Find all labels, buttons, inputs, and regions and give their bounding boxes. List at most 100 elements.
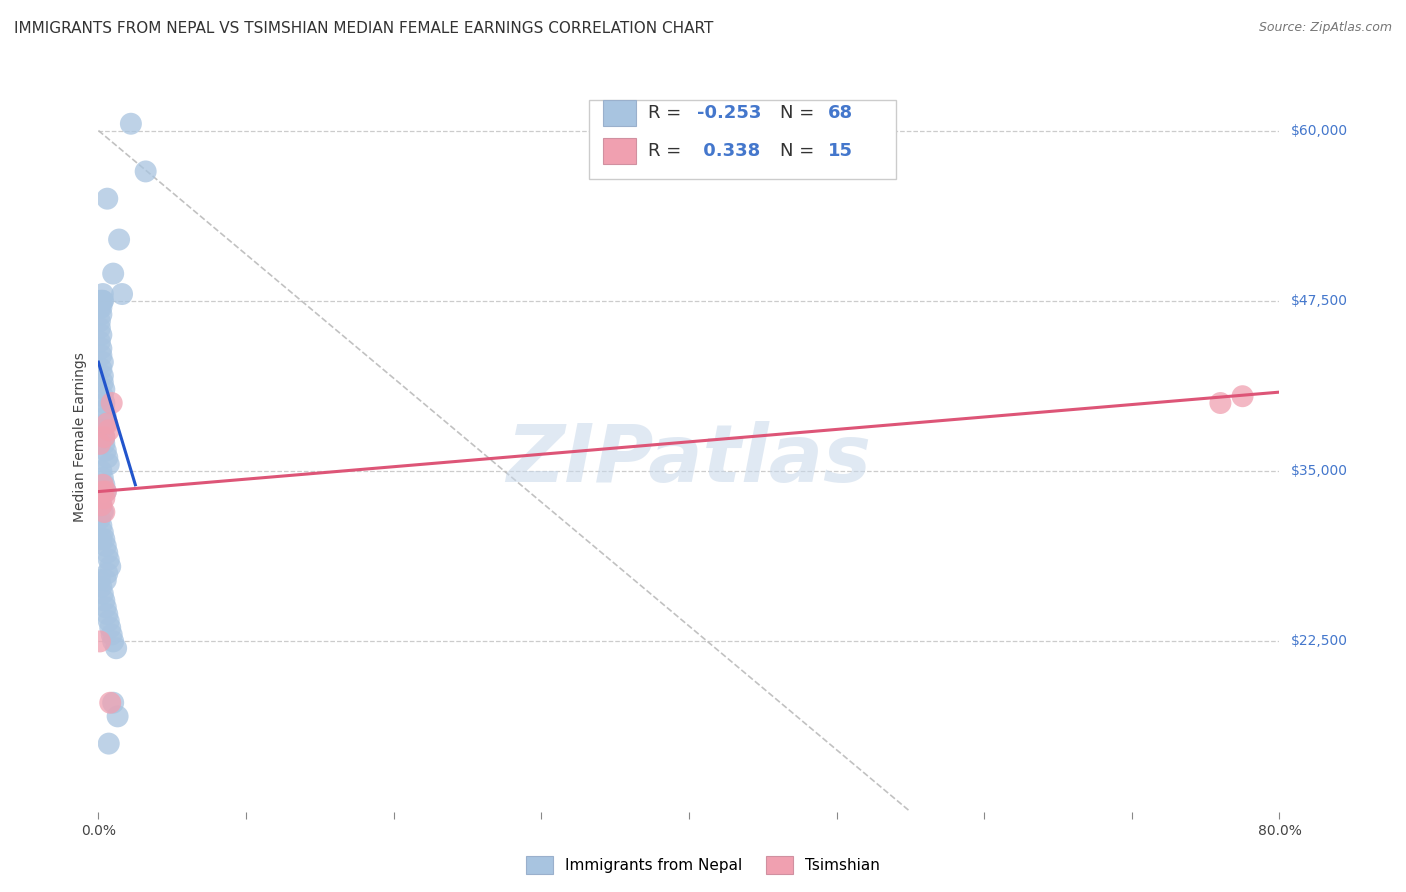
Point xyxy=(91,505,114,519)
Text: 68: 68 xyxy=(828,103,853,121)
Point xyxy=(90,580,112,594)
Point xyxy=(91,484,114,499)
Text: $60,000: $60,000 xyxy=(1291,124,1348,137)
Point xyxy=(94,417,117,431)
Y-axis label: Median Female Earnings: Median Female Earnings xyxy=(73,352,87,522)
Point xyxy=(90,348,112,362)
FancyBboxPatch shape xyxy=(603,138,636,164)
Text: N =: N = xyxy=(780,143,820,161)
Point xyxy=(97,614,120,628)
Point xyxy=(91,587,114,601)
Point xyxy=(93,402,115,417)
Point xyxy=(90,498,112,512)
Point xyxy=(98,621,121,635)
Point xyxy=(90,342,112,356)
Point xyxy=(91,376,114,390)
Point xyxy=(103,634,125,648)
Point xyxy=(1209,396,1232,410)
Point xyxy=(91,525,114,540)
Point xyxy=(1232,389,1254,403)
Legend: Immigrants from Nepal, Tsimshian: Immigrants from Nepal, Tsimshian xyxy=(520,850,886,880)
Point xyxy=(89,573,111,587)
Point xyxy=(103,696,125,710)
Point xyxy=(94,443,117,458)
Point xyxy=(97,423,120,437)
Point xyxy=(91,355,114,369)
Point xyxy=(94,573,117,587)
Point xyxy=(90,518,112,533)
Point xyxy=(90,498,112,512)
Point xyxy=(96,192,118,206)
Point xyxy=(93,430,115,444)
Point xyxy=(91,477,114,491)
Point xyxy=(120,117,142,131)
Text: -0.253: -0.253 xyxy=(697,103,762,121)
Point xyxy=(105,641,128,656)
Point xyxy=(111,287,134,301)
Point xyxy=(93,396,115,410)
Point xyxy=(96,566,118,581)
Text: R =: R = xyxy=(648,143,686,161)
Point xyxy=(89,491,111,506)
Point xyxy=(89,293,111,308)
Text: N =: N = xyxy=(780,103,820,121)
Point xyxy=(98,559,121,574)
Point xyxy=(91,389,114,403)
Point xyxy=(93,505,115,519)
Point xyxy=(89,321,111,335)
Point xyxy=(93,437,115,451)
Point xyxy=(91,423,114,437)
Point xyxy=(93,491,115,506)
Point xyxy=(135,164,157,178)
Point xyxy=(94,484,117,499)
Point xyxy=(100,627,122,641)
Point xyxy=(90,327,112,342)
Text: $47,500: $47,500 xyxy=(1291,293,1347,308)
Text: 0.338: 0.338 xyxy=(697,143,761,161)
Point xyxy=(103,267,125,281)
Point xyxy=(91,293,114,308)
Point xyxy=(107,709,129,723)
Point xyxy=(94,539,117,553)
Point xyxy=(97,552,120,566)
Point xyxy=(91,471,114,485)
Point xyxy=(89,437,111,451)
Point xyxy=(89,334,111,349)
Point xyxy=(90,362,112,376)
Point xyxy=(100,396,122,410)
Point xyxy=(90,533,112,547)
Point xyxy=(93,477,115,491)
Text: R =: R = xyxy=(648,103,686,121)
Text: $22,500: $22,500 xyxy=(1291,634,1347,648)
Point xyxy=(90,308,112,322)
Point xyxy=(94,409,117,424)
Point xyxy=(94,484,117,499)
Point xyxy=(89,314,111,328)
Point xyxy=(89,512,111,526)
Point xyxy=(96,546,118,560)
Point xyxy=(90,293,112,308)
Text: Source: ZipAtlas.com: Source: ZipAtlas.com xyxy=(1258,21,1392,34)
Text: IMMIGRANTS FROM NEPAL VS TSIMSHIAN MEDIAN FEMALE EARNINGS CORRELATION CHART: IMMIGRANTS FROM NEPAL VS TSIMSHIAN MEDIA… xyxy=(14,21,713,36)
Point xyxy=(90,301,112,315)
Point xyxy=(90,464,112,478)
Point xyxy=(93,593,115,607)
Point xyxy=(91,287,114,301)
Point xyxy=(94,600,117,615)
Point xyxy=(96,417,118,431)
Text: ZIPatlas: ZIPatlas xyxy=(506,420,872,499)
FancyBboxPatch shape xyxy=(589,100,896,178)
Point xyxy=(89,634,111,648)
Point xyxy=(91,368,114,383)
Point xyxy=(98,696,121,710)
Text: $35,000: $35,000 xyxy=(1291,464,1347,478)
Text: 15: 15 xyxy=(828,143,853,161)
Point xyxy=(89,301,111,315)
Point xyxy=(93,383,115,397)
Point xyxy=(97,737,120,751)
Point xyxy=(93,533,115,547)
Point xyxy=(108,233,131,247)
Point xyxy=(96,450,118,465)
Point xyxy=(93,430,115,444)
Point xyxy=(97,458,120,472)
